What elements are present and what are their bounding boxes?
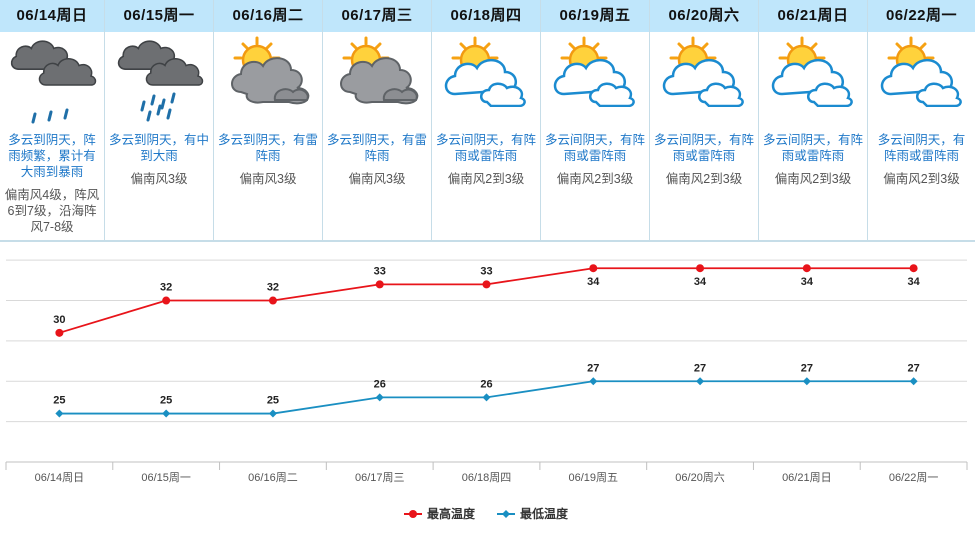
data-label: 25 bbox=[160, 395, 172, 407]
data-point bbox=[696, 377, 705, 386]
forecast-date: 06/22周一 bbox=[868, 0, 975, 32]
data-point bbox=[55, 409, 64, 418]
data-point bbox=[482, 393, 491, 402]
x-tick-label: 06/22周一 bbox=[889, 471, 939, 484]
forecast-date: 06/14周日 bbox=[0, 0, 104, 32]
forecast-description: 多云间阴天，有阵雨或雷阵雨 bbox=[545, 133, 646, 163]
data-label: 34 bbox=[907, 276, 920, 288]
forecast-strip: 06/14周日 多云到阴天，阵雨频繁，累计有大雨到暴雨 偏南风4级，阵风6到7级，… bbox=[0, 0, 975, 242]
forecast-day: 06/22周一 多云间阴天，有阵雨或雷阵雨偏南风2到3级 bbox=[868, 0, 975, 240]
forecast-wind: 偏南风2到3级 bbox=[447, 172, 525, 186]
forecast-date: 06/21周日 bbox=[759, 0, 867, 32]
forecast-date: 06/20周六 bbox=[650, 0, 758, 32]
forecast-description: 多云到阴天，有雷阵雨 bbox=[327, 133, 428, 163]
data-label: 30 bbox=[53, 314, 65, 326]
forecast-description: 多云间阴天，有阵雨或雷阵雨 bbox=[763, 133, 864, 163]
forecast-day: 06/14周日 多云到阴天，阵雨频繁，累计有大雨到暴雨 偏南风4级，阵风6到7级，… bbox=[0, 0, 105, 240]
data-label: 25 bbox=[53, 395, 65, 407]
forecast-wind: 偏南风4级，阵风6到7级，沿海阵风7-8级 bbox=[4, 188, 100, 234]
data-label: 33 bbox=[374, 265, 386, 277]
sun-behind-cloud-icon bbox=[868, 32, 975, 132]
data-point bbox=[909, 264, 918, 273]
x-tick-label: 06/20周六 bbox=[675, 471, 725, 484]
data-point bbox=[55, 328, 64, 337]
data-point bbox=[162, 409, 171, 418]
forecast-wind: 偏南风2到3级 bbox=[556, 172, 634, 186]
data-label: 32 bbox=[160, 282, 172, 294]
x-tick-label: 06/21周日 bbox=[782, 471, 832, 484]
data-point bbox=[909, 377, 918, 386]
data-label: 34 bbox=[587, 276, 600, 288]
temperature-chart: 06/14周日 06/15周一 06/16周二 06/17周三 06/18周四 06/19… bbox=[5, 259, 968, 521]
x-tick-label: 06/14周日 bbox=[35, 471, 85, 484]
data-point bbox=[802, 377, 811, 386]
forecast-description: 多云到阴天，阵雨频繁，累计有大雨到暴雨 bbox=[8, 133, 96, 179]
forecast-description: 多云到阴天，有中到大雨 bbox=[109, 133, 210, 163]
forecast-description: 多云间阴天，有阵雨或雷阵雨 bbox=[654, 133, 755, 163]
data-label: 32 bbox=[267, 282, 279, 294]
x-tick-label: 06/19周五 bbox=[569, 471, 619, 484]
forecast-description: 多云间阴天，有阵雨或雷阵雨 bbox=[877, 133, 966, 163]
forecast-description: 多云间阴天，有阵雨或雷阵雨 bbox=[436, 133, 537, 163]
x-tick-label: 06/18周四 bbox=[462, 471, 512, 484]
data-point bbox=[375, 393, 384, 402]
x-tick-label: 06/16周二 bbox=[248, 471, 298, 484]
data-point bbox=[589, 264, 598, 273]
data-point bbox=[375, 280, 384, 289]
forecast-wind: 偏南风3级 bbox=[239, 172, 297, 186]
data-label: 27 bbox=[801, 362, 813, 374]
forecast-divider bbox=[0, 240, 975, 242]
forecast-date: 06/19周五 bbox=[541, 0, 649, 32]
data-point bbox=[696, 264, 705, 273]
data-point bbox=[268, 296, 277, 305]
data-label: 25 bbox=[267, 395, 279, 407]
forecast-day: 06/17周三 多云到阴天，有雷阵雨偏南风3级 bbox=[323, 0, 432, 240]
forecast-date: 06/17周三 bbox=[323, 0, 431, 32]
forecast-wind: 偏南风3级 bbox=[130, 172, 188, 186]
forecast-description: 多云到阴天，有雷阵雨 bbox=[218, 133, 319, 163]
rain-cloud-icon bbox=[0, 32, 104, 132]
sun-behind-cloud-icon bbox=[759, 32, 867, 132]
data-label: 27 bbox=[694, 362, 706, 374]
legend-label: 最低温度 bbox=[520, 506, 569, 521]
data-label: 27 bbox=[587, 362, 599, 374]
forecast-day: 06/16周二 多云到阴天，有雷阵雨偏南风3级 bbox=[214, 0, 323, 240]
forecast-wind: 偏南风2到3级 bbox=[665, 172, 743, 186]
data-point bbox=[162, 296, 171, 305]
forecast-wind: 偏南风2到3级 bbox=[774, 172, 852, 186]
forecast-date: 06/18周四 bbox=[432, 0, 540, 32]
sun-behind-cloud-icon bbox=[650, 32, 758, 132]
forecast-day: 06/15周一 多云到阴天，有中到大雨偏南风3级 bbox=[105, 0, 214, 240]
forecast-day: 06/18周四 多云间阴天，有阵雨或雷阵雨偏南风2到3级 bbox=[432, 0, 541, 240]
forecast-wind: 偏南风2到3级 bbox=[883, 172, 960, 186]
forecast-date: 06/16周二 bbox=[214, 0, 322, 32]
x-tick-label: 06/17周三 bbox=[355, 471, 405, 484]
data-label: 27 bbox=[907, 362, 919, 374]
sun-behind-cloud-icon bbox=[432, 32, 540, 132]
sun-behind-cloud-icon bbox=[541, 32, 649, 132]
forecast-day: 06/20周六 多云间阴天，有阵雨或雷阵雨偏南风2到3级 bbox=[650, 0, 759, 240]
data-label: 34 bbox=[801, 276, 814, 288]
data-label: 34 bbox=[694, 276, 707, 288]
sun-behind-dark-cloud-icon bbox=[214, 32, 322, 132]
heavy-rain-cloud-icon bbox=[105, 32, 213, 132]
x-tick-label: 06/15周一 bbox=[141, 471, 191, 484]
forecast-day: 06/19周五 多云间阴天，有阵雨或雷阵雨偏南风2到3级 bbox=[541, 0, 650, 240]
data-label: 26 bbox=[480, 378, 492, 390]
data-point bbox=[268, 409, 277, 418]
data-point bbox=[482, 280, 491, 289]
data-point bbox=[802, 264, 811, 273]
data-label: 26 bbox=[374, 378, 386, 390]
legend-marker bbox=[502, 510, 510, 518]
forecast-day: 06/21周日 多云间阴天，有阵雨或雷阵雨偏南风2到3级 bbox=[759, 0, 868, 240]
legend-marker bbox=[409, 510, 417, 518]
data-label: 33 bbox=[480, 265, 492, 277]
forecast-wind: 偏南风3级 bbox=[348, 172, 406, 186]
sun-behind-dark-cloud-icon bbox=[323, 32, 431, 132]
legend-label: 最高温度 bbox=[427, 506, 476, 521]
forecast-date: 06/15周一 bbox=[105, 0, 213, 32]
data-point bbox=[589, 377, 598, 386]
